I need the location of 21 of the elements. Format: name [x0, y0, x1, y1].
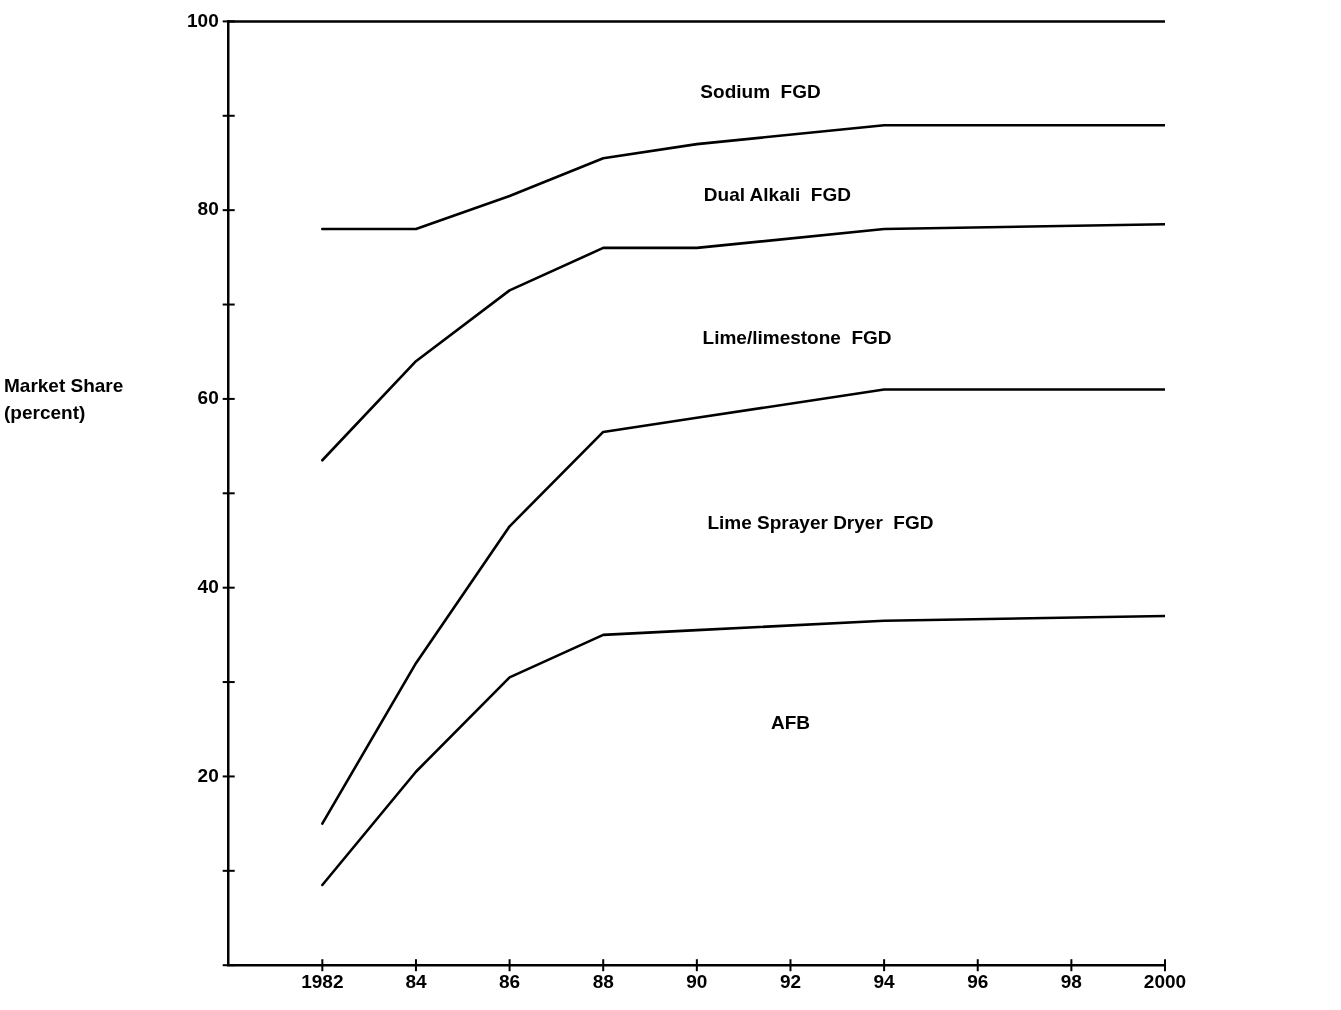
- x-tick-label: 2000: [1143, 970, 1187, 992]
- x-tick-label: 84: [405, 970, 427, 992]
- x-tick-label: 90: [686, 970, 708, 992]
- x-tick-label: 94: [873, 970, 896, 992]
- x-tick-label: 96: [967, 970, 989, 992]
- annotation: Lime/limestone FGD: [702, 326, 892, 348]
- annotation: Lime Sprayer Dryer FGD: [707, 511, 934, 533]
- annotation: Dual Alkali FGD: [703, 184, 851, 206]
- y-tick-label: 20: [197, 764, 219, 786]
- y-tick-label: 100: [187, 9, 219, 31]
- y-tick-label: 60: [197, 387, 219, 409]
- annotation: AFB: [770, 711, 811, 733]
- x-tick-label: 98: [1060, 970, 1082, 992]
- annotation: Sodium FGD: [700, 81, 821, 103]
- y-tick-label: 40: [197, 575, 219, 597]
- y-axis-title: Market Share (percent): [4, 374, 125, 425]
- x-tick-label: 1982: [301, 970, 344, 992]
- x-tick-label: 88: [592, 970, 614, 992]
- x-tick-label: 86: [499, 970, 521, 992]
- x-tick-label: 92: [779, 970, 802, 992]
- y-tick-label: 80: [197, 198, 219, 220]
